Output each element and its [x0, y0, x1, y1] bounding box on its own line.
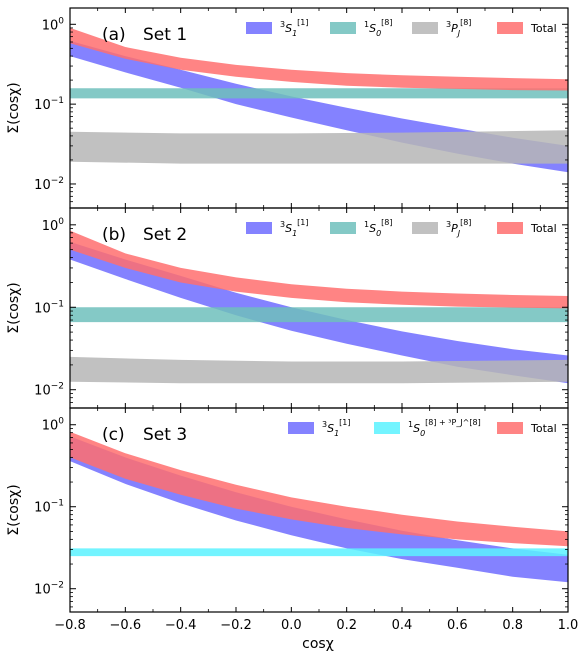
- y-tick-label: 10−2: [34, 581, 64, 598]
- legend: 3S1[1] 1S0[8] + ³P_J^[8] Total: [288, 418, 557, 438]
- legend-swatch: [412, 222, 438, 234]
- x-tick-label: 0.0: [281, 618, 302, 633]
- legend: 3S1[1] 1S0[8] 3PJ[8] Total: [246, 18, 557, 38]
- x-tick-label: −0.8: [54, 618, 86, 633]
- band-3: [70, 431, 568, 547]
- legend-swatch: [330, 222, 356, 234]
- legend-swatch: [246, 222, 272, 234]
- legend-swatch: [497, 222, 523, 234]
- x-tick-label: −0.2: [220, 618, 252, 633]
- y-axis-label: Σ(cosχ): [6, 484, 22, 535]
- legend-swatch: [497, 422, 523, 434]
- legend-swatch: [497, 22, 523, 34]
- panel-2: 10−2 10−1 100 Σ(cosχ) (b) Set 2 3S1[1] 1S0[8] 3P…: [6, 207, 569, 409]
- x-tick-label: −0.6: [110, 618, 142, 633]
- y-tick-label: 100: [42, 16, 65, 33]
- legend-label: 1S0[8]: [364, 18, 393, 38]
- panel-3: −0.8 −0.6 −0.4 −0.2 0.0 0.2 0.4 0.6 0.8 1.0 10−2 10…: [6, 407, 579, 633]
- band-4: [70, 27, 568, 91]
- band-3: [70, 130, 568, 164]
- panel-label: (c): [102, 425, 125, 445]
- legend: 3S1[1] 1S0[8] 3PJ[8] Total: [246, 218, 557, 238]
- bands: [70, 230, 568, 384]
- band-2: [70, 307, 568, 323]
- band-1: [70, 241, 568, 384]
- band-4: [70, 230, 568, 309]
- bands: [70, 431, 568, 583]
- band-1: [70, 436, 568, 583]
- y-tick-label: 100: [42, 217, 65, 234]
- legend-swatch: [246, 22, 272, 34]
- legend-swatch: [288, 422, 314, 434]
- legend-label: 1S0[8]: [364, 218, 393, 238]
- panel-label: (a): [102, 25, 126, 45]
- legend-swatch: [330, 22, 356, 34]
- x-tick-label: 0.4: [392, 618, 413, 633]
- band-2: [70, 548, 568, 557]
- panel-1: 10−2 10−1 100 Σ(cosχ) (a) Set 1 3S1[1] 1S0[8] 3P…: [6, 7, 569, 209]
- legend-label: 3S1[1]: [280, 218, 309, 238]
- panel-label: (b): [102, 225, 126, 245]
- x-tick-label: 0.2: [336, 618, 357, 633]
- bands: [70, 27, 568, 173]
- x-tick-label: 0.6: [447, 618, 468, 633]
- y-tick-label: 10−1: [34, 96, 64, 113]
- y-tick-label: 100: [42, 417, 65, 434]
- y-tick-label: 10−1: [34, 299, 64, 316]
- x-tick-label: 1.0: [558, 618, 579, 633]
- x-tick-label: 0.8: [502, 618, 523, 633]
- band-2: [70, 88, 568, 99]
- legend-label: Total: [530, 222, 557, 235]
- legend-label: 1S0[8] + ³P_J^[8]: [408, 418, 481, 438]
- legend-label: Total: [530, 422, 557, 435]
- y-tick-label: 10−2: [34, 176, 64, 193]
- legend-swatch: [374, 422, 400, 434]
- legend-swatch: [412, 22, 438, 34]
- x-tick-label: −0.4: [165, 618, 197, 633]
- panel-title: Set 3: [143, 425, 187, 445]
- y-axis-label: Σ(cosχ): [6, 282, 22, 333]
- panel-title: Set 1: [143, 25, 187, 45]
- legend-label: 3PJ[8]: [446, 218, 471, 238]
- legend-label: Total: [530, 22, 557, 35]
- y-axis-label: Σ(cosχ): [6, 82, 22, 133]
- panel-title: Set 2: [143, 225, 187, 245]
- y-tick-label: 10−1: [34, 499, 64, 516]
- legend-label: 3S1[1]: [280, 18, 309, 38]
- x-axis-label: cosχ: [302, 636, 334, 652]
- band-3: [70, 356, 568, 384]
- legend-label: 3PJ[8]: [446, 18, 471, 38]
- y-tick-label: 10−2: [34, 382, 64, 399]
- legend-label: 3S1[1]: [322, 418, 351, 438]
